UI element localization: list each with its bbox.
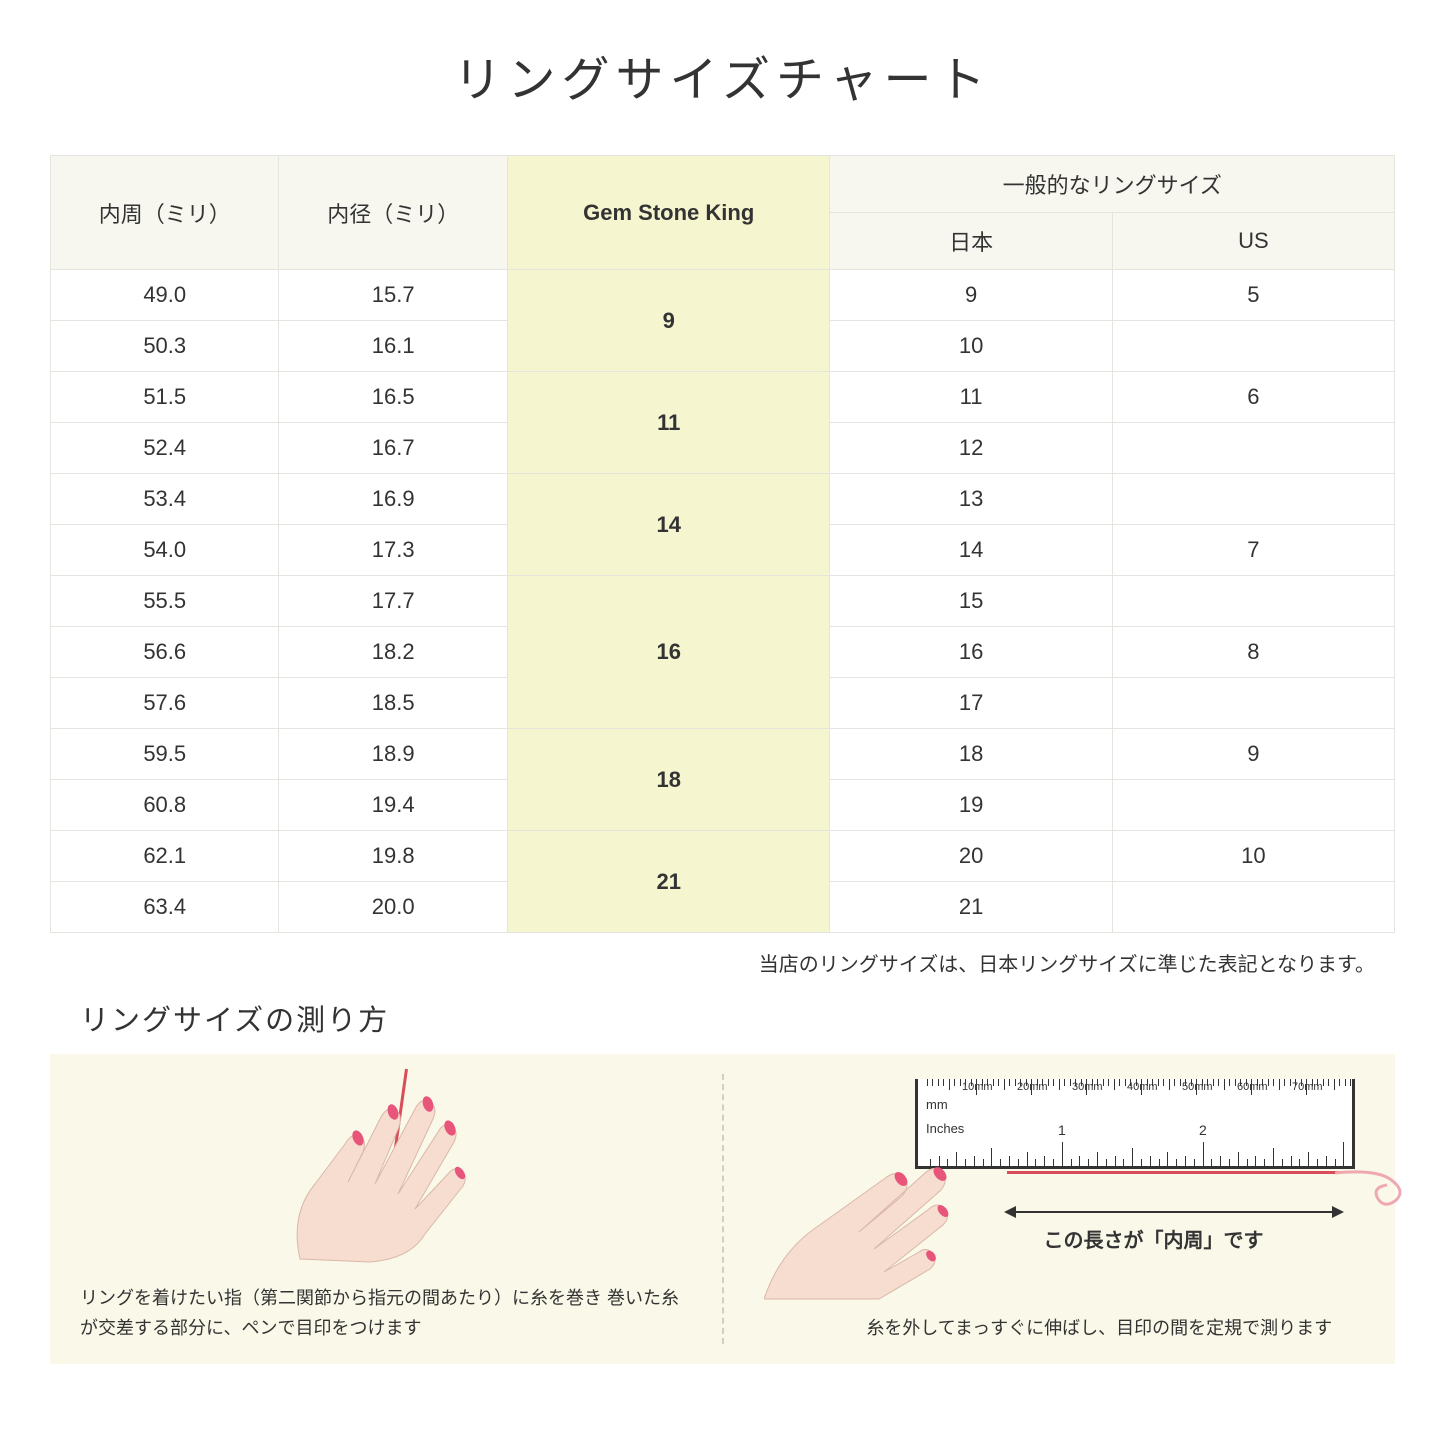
cell-circumference: 53.4 [51, 474, 279, 525]
cell-diameter: 16.7 [279, 423, 507, 474]
ruler-mm-mark: 10mm [962, 1081, 993, 1093]
panel1-text: リングを着けたい指（第二関節から指元の間あたり）に糸を巻き 巻いた糸が交差する部… [80, 1283, 692, 1344]
cell-gsk: 14 [507, 474, 830, 576]
cell-gsk: 16 [507, 576, 830, 729]
ruler-in-mark: 2 [1199, 1122, 1207, 1138]
table-row: 59.518.918189 [51, 729, 1395, 780]
cell-us [1112, 678, 1394, 729]
cell-us [1112, 780, 1394, 831]
cell-japan: 21 [830, 882, 1112, 933]
thread-line [1007, 1171, 1340, 1174]
cell-japan: 19 [830, 780, 1112, 831]
cell-circumference: 50.3 [51, 321, 279, 372]
cell-diameter: 18.5 [279, 678, 507, 729]
cell-japan: 9 [830, 270, 1112, 321]
howto-container: リングを着けたい指（第二関節から指元の間あたり）に糸を巻き 巻いた糸が交差する部… [50, 1054, 1395, 1364]
cell-gsk: 21 [507, 831, 830, 933]
table-body: 49.015.799550.316.11051.516.51111652.416… [51, 270, 1395, 933]
ruler-in-mark: 1 [1058, 1122, 1066, 1138]
cell-us [1112, 321, 1394, 372]
cell-gsk: 11 [507, 372, 830, 474]
ruler-mm-mark: 20mm [1017, 1081, 1048, 1093]
th-us: US [1112, 213, 1394, 270]
measure-arrow [1004, 1202, 1344, 1222]
cell-us [1112, 882, 1394, 933]
cell-circumference: 57.6 [51, 678, 279, 729]
cell-japan: 14 [830, 525, 1112, 576]
table-row: 49.015.7995 [51, 270, 1395, 321]
cell-japan: 13 [830, 474, 1112, 525]
cell-circumference: 49.0 [51, 270, 279, 321]
cell-us: 6 [1112, 372, 1394, 423]
howto-panel-2: mm Inches 10mm20mm30mm40mm50mm60mm70mm12… [724, 1054, 1396, 1364]
th-gsk: Gem Stone King [507, 156, 830, 270]
cell-diameter: 16.5 [279, 372, 507, 423]
cell-circumference: 51.5 [51, 372, 279, 423]
cell-diameter: 16.1 [279, 321, 507, 372]
ruler-mm-mark: 50mm [1182, 1081, 1213, 1093]
cell-circumference: 62.1 [51, 831, 279, 882]
howto-title: リングサイズの測り方 [80, 997, 1395, 1039]
cell-circumference: 59.5 [51, 729, 279, 780]
cell-us: 8 [1112, 627, 1394, 678]
howto-panel-1: リングを着けたい指（第二関節から指元の間あたり）に糸を巻き 巻いた糸が交差する部… [50, 1054, 722, 1364]
thread-curl-icon [1335, 1151, 1415, 1211]
cell-japan: 11 [830, 372, 1112, 423]
table-row: 55.517.71615 [51, 576, 1395, 627]
cell-us: 10 [1112, 831, 1394, 882]
cell-diameter: 19.4 [279, 780, 507, 831]
cell-diameter: 17.7 [279, 576, 507, 627]
cell-us: 5 [1112, 270, 1394, 321]
hand-illustration-1 [270, 1064, 530, 1264]
cell-us: 7 [1112, 525, 1394, 576]
table-row: 62.119.8212010 [51, 831, 1395, 882]
cell-japan: 15 [830, 576, 1112, 627]
ruler-mm-mark: 30mm [1072, 1081, 1103, 1093]
table-row: 51.516.511116 [51, 372, 1395, 423]
cell-circumference: 55.5 [51, 576, 279, 627]
cell-diameter: 19.8 [279, 831, 507, 882]
hand-illustration-2 [764, 1124, 984, 1304]
table-row: 53.416.91413 [51, 474, 1395, 525]
th-diameter: 内径（ミリ） [279, 156, 507, 270]
cell-us: 9 [1112, 729, 1394, 780]
cell-us [1112, 474, 1394, 525]
cell-japan: 10 [830, 321, 1112, 372]
th-circumference: 内周（ミリ） [51, 156, 279, 270]
ruler-mm-mark: 60mm [1237, 1081, 1268, 1093]
cell-diameter: 15.7 [279, 270, 507, 321]
cell-japan: 16 [830, 627, 1112, 678]
cell-us [1112, 576, 1394, 627]
ruler-mm-label: mm [926, 1097, 948, 1112]
ruler-mm-mark: 40mm [1127, 1081, 1158, 1093]
panel2-text: 糸を外してまっすぐに伸ばし、目印の間を定規で測ります [754, 1313, 1366, 1344]
footnote: 当店のリングサイズは、日本リングサイズに準じた表記となります。 [50, 948, 1395, 977]
cell-diameter: 18.2 [279, 627, 507, 678]
cell-japan: 12 [830, 423, 1112, 474]
cell-japan: 20 [830, 831, 1112, 882]
cell-diameter: 18.9 [279, 729, 507, 780]
cell-diameter: 20.0 [279, 882, 507, 933]
cell-diameter: 16.9 [279, 474, 507, 525]
cell-japan: 18 [830, 729, 1112, 780]
cell-circumference: 56.6 [51, 627, 279, 678]
cell-gsk: 9 [507, 270, 830, 372]
page-title: リングサイズチャート [50, 40, 1395, 110]
cell-circumference: 63.4 [51, 882, 279, 933]
cell-circumference: 54.0 [51, 525, 279, 576]
cell-diameter: 17.3 [279, 525, 507, 576]
cell-gsk: 18 [507, 729, 830, 831]
ruler-mm-mark: 70mm [1292, 1081, 1323, 1093]
measure-label: この長さが「内周」です [1044, 1224, 1264, 1253]
th-general-group: 一般的なリングサイズ [830, 156, 1395, 213]
cell-us [1112, 423, 1394, 474]
cell-circumference: 60.8 [51, 780, 279, 831]
cell-japan: 17 [830, 678, 1112, 729]
size-chart-table: 内周（ミリ） 内径（ミリ） Gem Stone King 一般的なリングサイズ … [50, 155, 1395, 933]
cell-circumference: 52.4 [51, 423, 279, 474]
th-japan: 日本 [830, 213, 1112, 270]
